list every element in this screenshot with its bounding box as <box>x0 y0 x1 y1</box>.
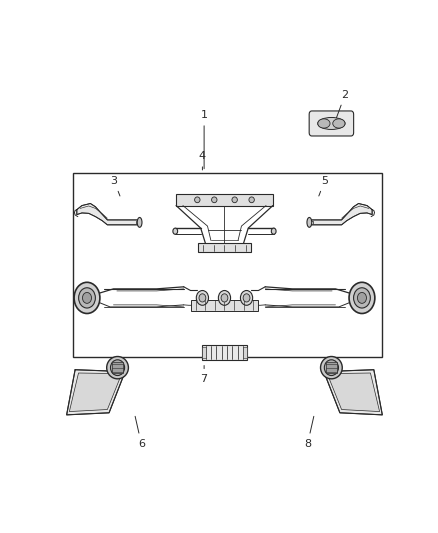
Polygon shape <box>67 370 125 415</box>
Text: 5: 5 <box>319 176 328 196</box>
Bar <box>198 243 251 252</box>
Bar <box>202 347 206 358</box>
Ellipse shape <box>243 294 250 302</box>
Ellipse shape <box>271 228 276 235</box>
Ellipse shape <box>219 290 230 305</box>
Ellipse shape <box>196 290 208 305</box>
Polygon shape <box>77 204 140 225</box>
Ellipse shape <box>221 294 228 302</box>
Ellipse shape <box>333 119 345 128</box>
Ellipse shape <box>107 357 128 379</box>
Polygon shape <box>324 370 382 415</box>
Ellipse shape <box>321 357 342 379</box>
Bar <box>112 362 123 373</box>
Ellipse shape <box>199 294 206 302</box>
Bar <box>176 194 273 206</box>
Ellipse shape <box>249 197 254 203</box>
Bar <box>202 345 247 360</box>
Ellipse shape <box>212 197 217 203</box>
Ellipse shape <box>318 119 330 128</box>
Ellipse shape <box>325 360 339 376</box>
Text: 1: 1 <box>201 110 208 169</box>
Bar <box>136 221 140 224</box>
Ellipse shape <box>353 288 371 308</box>
Ellipse shape <box>232 197 237 203</box>
Bar <box>309 221 313 224</box>
Text: 2: 2 <box>336 90 349 119</box>
Ellipse shape <box>82 293 92 303</box>
Bar <box>243 347 247 358</box>
Ellipse shape <box>357 293 367 303</box>
Polygon shape <box>327 373 380 411</box>
Ellipse shape <box>74 282 100 313</box>
Bar <box>74 173 382 358</box>
Ellipse shape <box>240 290 253 305</box>
Text: 3: 3 <box>111 176 120 196</box>
Ellipse shape <box>307 217 312 227</box>
Ellipse shape <box>110 360 124 376</box>
Text: 4: 4 <box>199 151 206 170</box>
Ellipse shape <box>318 117 345 130</box>
Ellipse shape <box>137 217 142 227</box>
Bar <box>326 362 337 373</box>
Ellipse shape <box>349 282 375 313</box>
Text: 8: 8 <box>304 416 314 449</box>
Ellipse shape <box>173 228 178 235</box>
Bar <box>191 300 258 311</box>
Text: 7: 7 <box>201 366 208 384</box>
FancyBboxPatch shape <box>309 111 353 136</box>
Ellipse shape <box>194 197 200 203</box>
Ellipse shape <box>78 288 95 308</box>
Text: 6: 6 <box>135 416 145 449</box>
Polygon shape <box>309 204 372 225</box>
Polygon shape <box>69 373 122 411</box>
